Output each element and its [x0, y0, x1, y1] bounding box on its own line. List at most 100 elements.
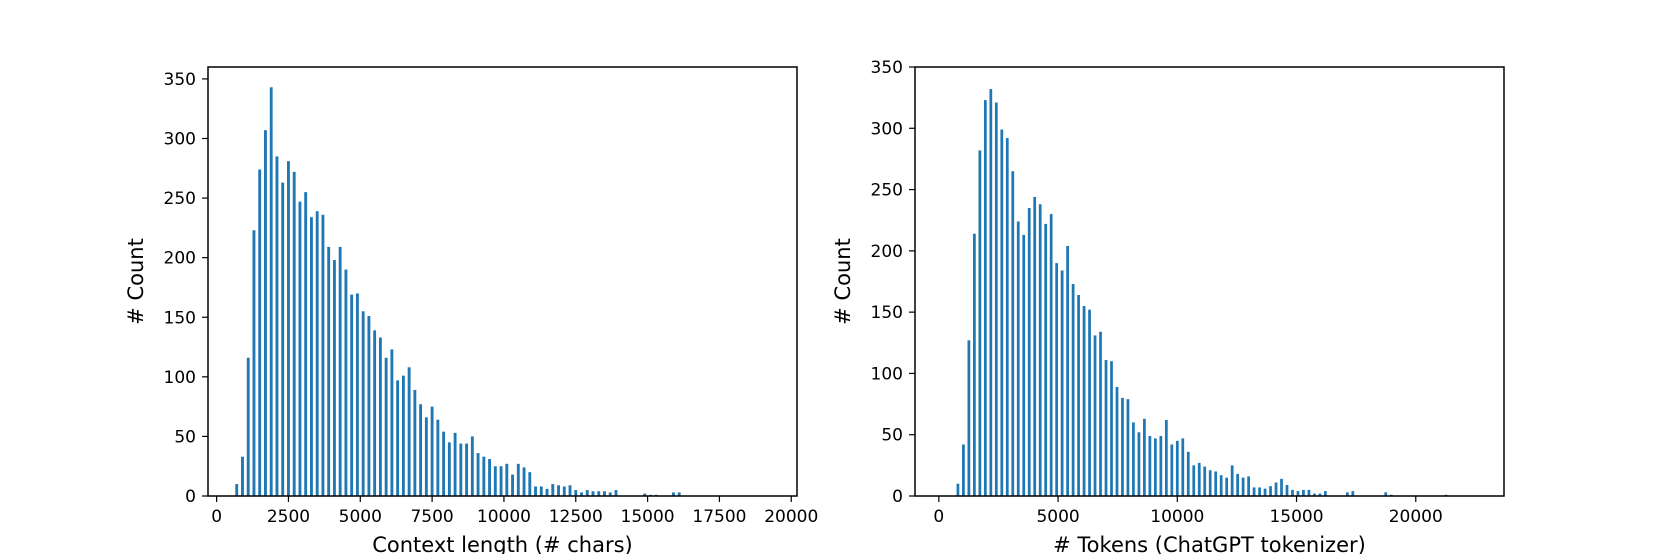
bar: [332, 260, 336, 496]
x-axis-ticks: 0 2500 5000 7500 10000 12500 15000 17500 20000: [211, 496, 818, 527]
bar: [1093, 335, 1097, 496]
bar: [1159, 435, 1163, 496]
bar: [338, 246, 342, 496]
bar: [1263, 488, 1267, 496]
bar: [562, 486, 566, 496]
chart-token-count: 0 5000 10000 15000 20000 0 50 100 150 200 250 300 35…: [831, 58, 1505, 554]
bar: [1269, 486, 1272, 496]
bar: [442, 431, 446, 496]
bar: [304, 192, 308, 497]
bar: [1132, 422, 1135, 496]
bar: [677, 492, 681, 496]
bar: [1082, 306, 1086, 496]
y-tick-label: 0: [185, 487, 196, 507]
bar: [384, 357, 388, 496]
x-axis-ticks: 0 5000 10000 15000 20000: [933, 496, 1443, 527]
bar: [1016, 221, 1020, 496]
bar: [1351, 491, 1355, 496]
bar: [511, 474, 514, 496]
bar: [241, 456, 244, 496]
bar: [413, 389, 417, 496]
bar: [482, 456, 486, 496]
bar: [235, 484, 239, 496]
y-tick-label: 100: [164, 368, 196, 388]
x-axis-label: Context length (# chars): [372, 533, 633, 554]
bar: [1186, 451, 1190, 496]
bar: [499, 466, 503, 496]
y-tick-label: 100: [871, 364, 903, 384]
y-tick-label: 150: [164, 308, 196, 328]
chart-context-length: 0 2500 5000 7500 10000 12500 15000 17500 20000 0 5…: [124, 66, 818, 554]
bar: [269, 87, 273, 496]
bar: [1175, 440, 1179, 496]
bar: [1181, 438, 1185, 496]
bar: [574, 490, 578, 496]
axes-frame: [914, 66, 1505, 497]
bar: [1005, 138, 1009, 496]
bars: [956, 89, 1448, 497]
bar: [1208, 470, 1212, 496]
bar: [1230, 465, 1234, 496]
bar: [488, 459, 491, 496]
bar: [614, 490, 618, 496]
bar: [672, 492, 675, 496]
y-tick-label: 200: [871, 242, 903, 262]
bar: [1291, 489, 1294, 496]
bar: [258, 169, 262, 497]
bar: [1071, 283, 1075, 496]
bar: [597, 491, 601, 496]
y-tick-label: 200: [164, 249, 196, 269]
x-tick-label: 10000: [1150, 507, 1204, 527]
bars: [235, 87, 681, 497]
bar: [1115, 386, 1119, 496]
bar: [1203, 466, 1207, 496]
y-tick-label: 150: [871, 303, 903, 323]
x-tick-label: 0: [933, 507, 944, 527]
bar: [643, 493, 647, 496]
bar: [361, 311, 365, 496]
bar: [505, 463, 509, 496]
bar: [1302, 489, 1305, 496]
y-axis-ticks: 0 50 100 150 200 250 300 350: [871, 58, 915, 507]
bar: [1137, 432, 1141, 496]
bar: [287, 161, 290, 496]
bar: [580, 492, 583, 496]
bar: [1033, 196, 1037, 496]
bar: [396, 380, 400, 496]
y-tick-label: 50: [174, 427, 196, 447]
bar: [1318, 493, 1322, 496]
x-tick-label: 5000: [339, 507, 382, 527]
bar: [1280, 478, 1283, 496]
bar: [407, 367, 411, 496]
bar: [252, 230, 256, 496]
y-axis-label: # Count: [831, 238, 855, 325]
bar: [1088, 309, 1091, 496]
bar: [281, 182, 285, 496]
bar: [1011, 171, 1015, 496]
x-tick-label: 5000: [1036, 507, 1079, 527]
bar: [436, 419, 440, 496]
bar: [298, 201, 302, 496]
bar: [315, 211, 319, 496]
bar: [1044, 223, 1048, 496]
x-tick-label: 20000: [1389, 507, 1443, 527]
bar: [516, 463, 520, 496]
bar: [1066, 245, 1069, 496]
bar: [344, 269, 348, 496]
bar: [608, 492, 612, 496]
bar: [1121, 397, 1124, 496]
y-tick-label: 0: [892, 487, 903, 507]
bar: [1022, 234, 1026, 497]
axes-frame: [207, 66, 798, 497]
x-tick-label: 15000: [621, 507, 675, 527]
bar: [994, 102, 998, 497]
y-tick-label: 250: [164, 189, 196, 209]
bar: [1313, 493, 1316, 496]
bar: [956, 483, 960, 496]
x-tick-label: 0: [211, 507, 222, 527]
bar: [1000, 129, 1004, 496]
bar: [1258, 487, 1261, 496]
bar: [1038, 204, 1042, 496]
y-axis-label: # Count: [124, 238, 148, 325]
bar: [962, 444, 965, 496]
